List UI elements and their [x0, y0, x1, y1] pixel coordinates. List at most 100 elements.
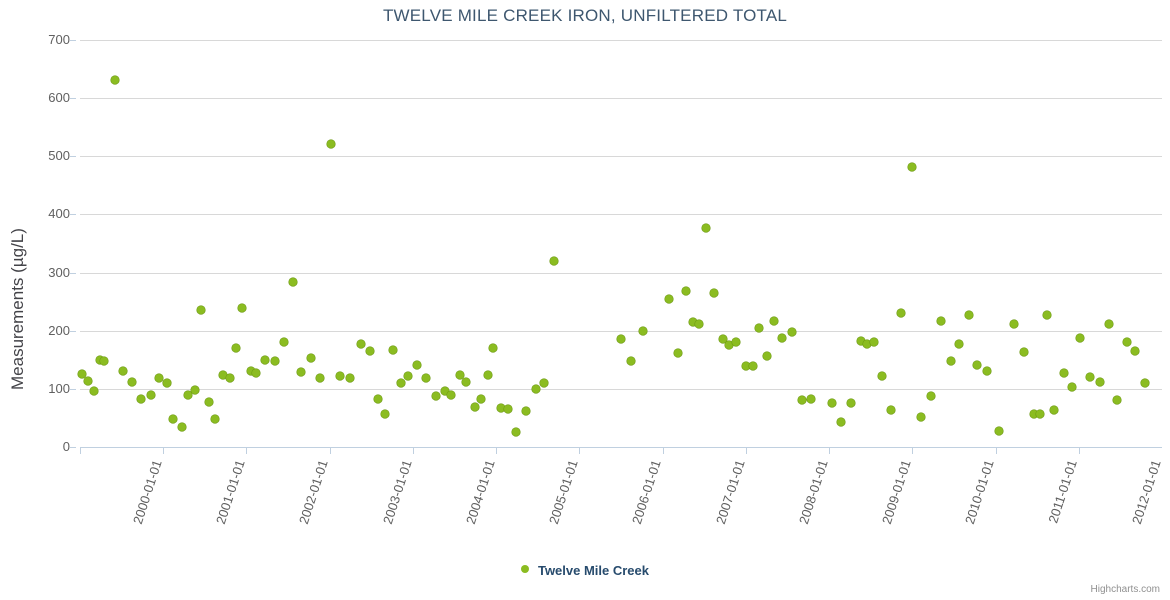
data-point[interactable]	[497, 404, 506, 413]
data-point[interactable]	[210, 415, 219, 424]
data-point[interactable]	[540, 379, 549, 388]
data-point[interactable]	[954, 339, 963, 348]
data-point[interactable]	[846, 398, 855, 407]
data-point[interactable]	[983, 367, 992, 376]
data-point[interactable]	[770, 317, 779, 326]
data-point[interactable]	[225, 373, 234, 382]
data-point[interactable]	[731, 338, 740, 347]
data-point[interactable]	[886, 406, 895, 415]
data-point[interactable]	[856, 337, 865, 346]
data-point[interactable]	[146, 390, 155, 399]
data-point[interactable]	[413, 361, 422, 370]
data-point[interactable]	[665, 295, 674, 304]
data-point[interactable]	[688, 317, 697, 326]
data-point[interactable]	[701, 223, 710, 232]
data-point[interactable]	[1086, 372, 1095, 381]
data-point[interactable]	[788, 328, 797, 337]
data-point[interactable]	[828, 399, 837, 408]
data-point[interactable]	[994, 426, 1003, 435]
data-point[interactable]	[119, 366, 128, 375]
data-point[interactable]	[232, 344, 241, 353]
data-point[interactable]	[238, 304, 247, 313]
data-point[interactable]	[128, 377, 137, 386]
data-point[interactable]	[725, 341, 734, 350]
data-point[interactable]	[380, 410, 389, 419]
data-point[interactable]	[196, 305, 205, 314]
data-point[interactable]	[908, 163, 917, 172]
data-point[interactable]	[1113, 395, 1122, 404]
data-point[interactable]	[870, 338, 879, 347]
legend-item-twelve-mile-creek[interactable]: Twelve Mile Creek	[520, 562, 649, 578]
data-point[interactable]	[246, 367, 255, 376]
data-point[interactable]	[1068, 383, 1077, 392]
data-point[interactable]	[710, 288, 719, 297]
data-point[interactable]	[916, 412, 925, 421]
data-point[interactable]	[936, 317, 945, 326]
data-point[interactable]	[617, 335, 625, 344]
data-point[interactable]	[926, 392, 935, 401]
data-point[interactable]	[681, 287, 690, 296]
data-point[interactable]	[388, 345, 397, 354]
data-point[interactable]	[488, 343, 497, 352]
data-point[interactable]	[778, 333, 787, 342]
data-point[interactable]	[896, 308, 905, 317]
data-point[interactable]	[403, 372, 412, 381]
data-point[interactable]	[100, 356, 109, 365]
data-point[interactable]	[155, 373, 164, 382]
data-point[interactable]	[512, 427, 521, 436]
data-point[interactable]	[327, 140, 336, 149]
data-point[interactable]	[357, 339, 366, 348]
data-point[interactable]	[77, 369, 86, 378]
data-point[interactable]	[763, 351, 772, 360]
data-point[interactable]	[1141, 379, 1150, 388]
credits-label[interactable]: Highcharts.com	[1090, 584, 1160, 595]
data-point[interactable]	[1076, 334, 1085, 343]
data-point[interactable]	[550, 256, 559, 265]
data-point[interactable]	[315, 373, 324, 382]
data-point[interactable]	[973, 361, 982, 370]
data-point[interactable]	[863, 339, 872, 348]
data-point[interactable]	[373, 395, 382, 404]
data-point[interactable]	[748, 361, 757, 370]
data-point[interactable]	[626, 356, 635, 365]
data-point[interactable]	[1029, 409, 1038, 418]
data-point[interactable]	[260, 355, 269, 364]
data-point[interactable]	[462, 378, 471, 387]
data-point[interactable]	[522, 406, 531, 415]
data-point[interactable]	[1009, 320, 1018, 329]
data-point[interactable]	[673, 349, 682, 358]
data-point[interactable]	[1036, 410, 1045, 419]
data-point[interactable]	[798, 396, 807, 405]
data-point[interactable]	[741, 362, 750, 371]
data-point[interactable]	[422, 374, 431, 383]
data-point[interactable]	[1059, 369, 1068, 378]
data-point[interactable]	[184, 390, 193, 399]
data-point[interactable]	[190, 386, 199, 395]
data-point[interactable]	[755, 324, 764, 333]
data-point[interactable]	[1104, 320, 1113, 329]
data-point[interactable]	[279, 338, 288, 347]
data-point[interactable]	[136, 395, 145, 404]
data-point[interactable]	[1043, 311, 1052, 320]
data-point[interactable]	[289, 278, 298, 287]
data-point[interactable]	[1131, 347, 1140, 356]
data-point[interactable]	[219, 370, 228, 379]
data-point[interactable]	[836, 417, 845, 426]
data-point[interactable]	[718, 334, 727, 343]
data-point[interactable]	[1123, 338, 1132, 347]
data-point[interactable]	[335, 372, 344, 381]
data-point[interactable]	[252, 369, 261, 378]
data-point[interactable]	[177, 422, 186, 431]
data-point[interactable]	[532, 384, 541, 393]
data-point[interactable]	[205, 397, 213, 406]
data-point[interactable]	[455, 371, 464, 380]
data-point[interactable]	[95, 355, 104, 364]
data-point[interactable]	[1049, 406, 1058, 415]
data-point[interactable]	[483, 370, 492, 379]
data-point[interactable]	[270, 356, 279, 365]
data-point[interactable]	[470, 402, 479, 411]
data-point[interactable]	[297, 367, 306, 376]
data-point[interactable]	[964, 311, 973, 320]
data-point[interactable]	[946, 356, 955, 365]
data-point[interactable]	[84, 377, 93, 386]
